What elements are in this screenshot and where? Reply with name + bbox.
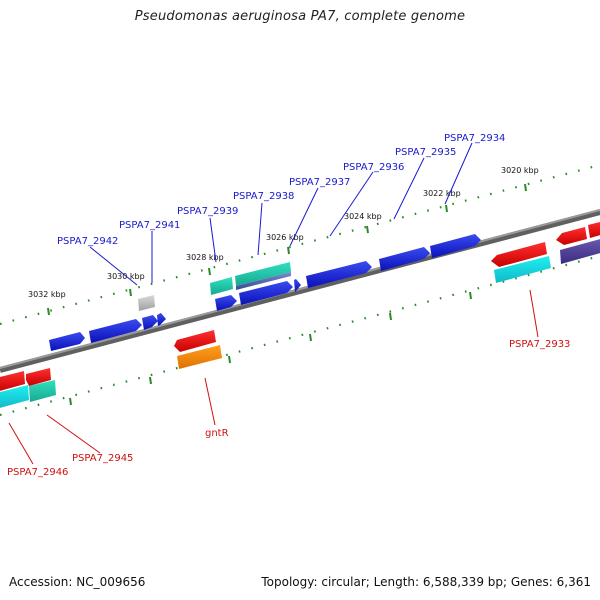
gene-arrow[interactable]: [174, 330, 216, 352]
accession-text: Accession: NC_009656: [9, 575, 146, 589]
gene-arrow[interactable]: [430, 234, 481, 258]
gene-arrow[interactable]: [157, 313, 166, 326]
gene-arrow[interactable]: [306, 261, 372, 288]
gene-arrow[interactable]: [49, 332, 85, 351]
major-tick: [309, 333, 312, 342]
gene-label: PSPA7_2946: [7, 467, 68, 478]
tick-label-3020: 3020 kbp: [501, 166, 539, 175]
major-tick: [69, 397, 72, 406]
lower-strand-genes: [0, 221, 600, 409]
upper-gene-labels: PSPA7_2942 PSPA7_2941 PSPA7_2939 PSPA7_2…: [57, 133, 505, 247]
gene-arrow[interactable]: [494, 256, 551, 283]
gene-arrow[interactable]: [26, 368, 51, 386]
tick-label-3032: 3032 kbp: [28, 290, 66, 299]
tick-label-3022: 3022 kbp: [423, 189, 461, 198]
tick-label-3024: 3024 kbp: [344, 212, 382, 221]
gene-arrow[interactable]: [560, 238, 600, 264]
lower-gene-labels: PSPA7_2946 PSPA7_2945 gntR PSPA7_2933: [7, 339, 570, 478]
major-tick: [228, 355, 231, 364]
major-tick: [287, 246, 290, 255]
gene-label: PSPA7_2935: [395, 147, 456, 158]
gene-label: PSPA7_2936: [343, 162, 404, 173]
gene-arrow[interactable]: [556, 227, 587, 245]
major-tick: [47, 307, 50, 316]
major-ticks: [47, 183, 527, 406]
tick-label-3028: 3028 kbp: [186, 253, 224, 262]
tick-label-3026: 3026 kbp: [266, 233, 304, 242]
major-tick: [129, 288, 132, 297]
gene-arrow[interactable]: [239, 281, 293, 305]
gene-arrow[interactable]: [491, 242, 547, 267]
gene-arrow[interactable]: [588, 221, 600, 238]
major-tick: [524, 183, 527, 192]
gene-arrow[interactable]: [379, 247, 430, 271]
genome-backbone: [0, 209, 600, 373]
major-tick: [366, 225, 369, 234]
gene-arrow[interactable]: [215, 295, 237, 311]
gene-arrow[interactable]: [294, 279, 301, 292]
upper-strand-genes: [49, 234, 481, 351]
upper-leader-lines: [89, 142, 473, 286]
major-tick: [469, 291, 472, 300]
gene-arrow[interactable]: [177, 345, 222, 369]
gene-arrow[interactable]: [235, 262, 291, 286]
gene-arrow[interactable]: [0, 385, 29, 409]
lower-leader-lines: [8, 289, 539, 465]
gene-label: PSPA7_2938: [233, 191, 294, 202]
gene-arrow[interactable]: [0, 371, 25, 392]
map-title: Pseudomonas aeruginosa PA7, complete gen…: [134, 9, 466, 24]
major-tick: [389, 312, 392, 321]
gene-label: PSPA7_2942: [57, 236, 118, 247]
tick-labels: 3032 kbp 3030 kbp 3028 kbp 3026 kbp 3024…: [28, 166, 539, 299]
gene-label: PSPA7_2945: [72, 453, 133, 464]
gene-arrow[interactable]: [210, 277, 233, 295]
major-tick: [445, 204, 448, 213]
major-tick: [208, 267, 211, 276]
gene-arrow[interactable]: [236, 272, 291, 290]
major-tick: [149, 376, 152, 385]
gene-label: gntR: [205, 428, 229, 439]
gene-label: PSPA7_2939: [177, 206, 238, 217]
topology-text: Topology: circular; Length: 6,588,339 bp…: [261, 575, 591, 589]
gene-label: PSPA7_2934: [444, 133, 505, 144]
gene-arrow[interactable]: [29, 380, 56, 402]
gene-arrow[interactable]: [89, 319, 142, 343]
gene-label: PSPA7_2933: [509, 339, 570, 350]
gene-arrow[interactable]: [142, 315, 158, 330]
gene-label: PSPA7_2941: [119, 220, 180, 231]
gene-label: PSPA7_2937: [289, 177, 350, 188]
gene-arrow[interactable]: [138, 295, 155, 311]
